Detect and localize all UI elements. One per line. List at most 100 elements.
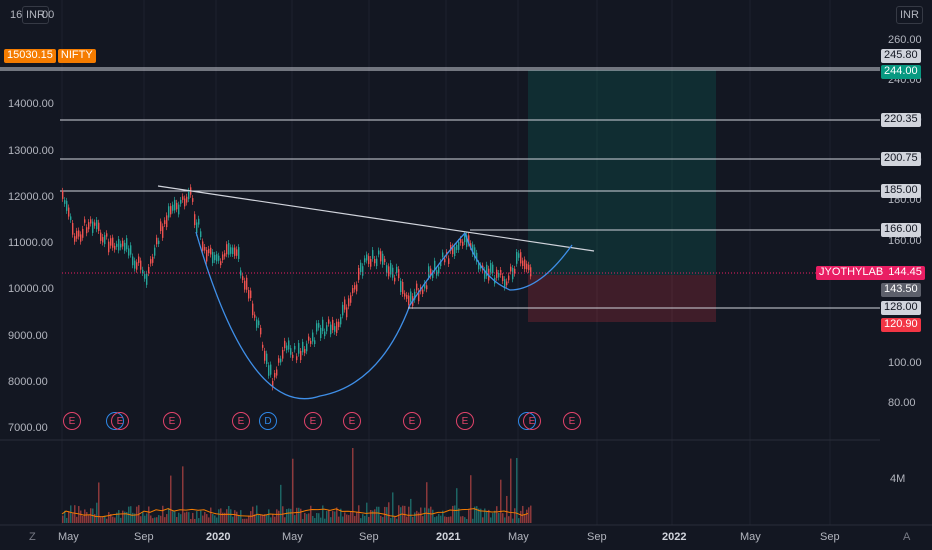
candle-body xyxy=(510,266,512,272)
zoom-button[interactable]: Z xyxy=(29,531,36,543)
level-label[interactable]: 128.00 xyxy=(881,301,921,315)
level-label[interactable]: 166.00 xyxy=(881,223,921,237)
candle-body xyxy=(354,285,356,290)
volume-bar xyxy=(522,505,524,523)
candle-body xyxy=(418,290,420,302)
candle-body xyxy=(456,244,458,250)
left-axis-partial-b: 00 xyxy=(42,9,55,21)
candle-body xyxy=(198,218,200,225)
earnings-marker[interactable]: E xyxy=(456,412,474,430)
volume-bar xyxy=(78,506,80,523)
candle-body xyxy=(250,290,252,299)
earnings-marker[interactable]: E xyxy=(523,412,541,430)
candle-body xyxy=(342,304,344,316)
currency-left[interactable]: INR xyxy=(22,6,49,24)
candle-body xyxy=(374,259,376,264)
volume-bar xyxy=(398,505,400,523)
candle-body xyxy=(98,222,100,231)
candle-body xyxy=(106,233,108,237)
volume-bar xyxy=(394,516,396,523)
volume-bar xyxy=(448,516,450,523)
candle-body xyxy=(102,237,104,243)
volume-bar xyxy=(480,508,482,523)
volume-bar xyxy=(152,518,154,523)
earnings-marker[interactable]: E xyxy=(63,412,81,430)
candle-body xyxy=(454,246,456,257)
symbol-badge[interactable]: JYOTHYLAB 144.45 xyxy=(816,266,925,280)
candle-body xyxy=(332,319,334,331)
volume-bar xyxy=(320,517,322,523)
candle-body xyxy=(464,234,466,243)
volume-bar xyxy=(422,516,424,523)
volume-bar xyxy=(486,511,488,523)
level-label[interactable]: 185.00 xyxy=(881,184,921,198)
volume-bar xyxy=(106,518,108,523)
level-label[interactable]: 200.75 xyxy=(881,152,921,166)
earnings-marker[interactable]: E xyxy=(232,412,250,430)
volume-bar xyxy=(454,505,456,523)
earnings-marker[interactable]: E xyxy=(111,412,129,430)
candle-body xyxy=(152,256,154,263)
volume-bar xyxy=(466,518,468,523)
candle-body xyxy=(400,280,402,293)
right-axis-tick: 160.00 xyxy=(888,235,922,247)
earnings-marker[interactable]: E xyxy=(343,412,361,430)
level-label[interactable]: 245.80 xyxy=(881,49,921,63)
dividend-marker[interactable]: D xyxy=(259,412,277,430)
volume-bar xyxy=(120,517,122,523)
volume-bar xyxy=(220,508,222,523)
candle-body xyxy=(520,252,522,264)
candle-body xyxy=(256,319,258,328)
volume-bar xyxy=(318,513,320,523)
currency-right[interactable]: INR xyxy=(896,6,923,24)
candle-body xyxy=(86,227,88,234)
level-label[interactable]: 120.90 xyxy=(881,318,921,332)
volume-bar xyxy=(370,509,372,523)
candle-body xyxy=(302,341,304,353)
candle-body xyxy=(160,221,162,232)
cup-curve[interactable] xyxy=(195,231,466,400)
earnings-marker[interactable]: E xyxy=(403,412,421,430)
candle-body xyxy=(336,321,338,334)
compare-badge[interactable]: 15030.15 NIFTY xyxy=(4,49,96,63)
candle-body xyxy=(114,245,116,250)
volume-bar xyxy=(216,517,218,523)
candle-body xyxy=(476,252,478,262)
volume-bar xyxy=(334,511,336,523)
level-label[interactable]: 244.00 xyxy=(881,65,921,79)
candle-body xyxy=(212,252,214,264)
candle-body xyxy=(318,323,320,328)
earnings-marker[interactable]: E xyxy=(563,412,581,430)
volume-bar xyxy=(340,508,342,523)
candle-body xyxy=(140,260,142,270)
volume-bar xyxy=(254,514,256,523)
volume-bar xyxy=(222,512,224,523)
candle-body xyxy=(444,258,446,263)
candle-body xyxy=(110,238,112,246)
candle-body xyxy=(528,264,530,271)
volume-bar xyxy=(196,511,198,523)
volume-bar xyxy=(258,514,260,523)
auto-scale-button[interactable]: A xyxy=(903,531,911,543)
volume-bar xyxy=(352,448,354,523)
volume-bar xyxy=(160,515,162,523)
resistance-trendline[interactable] xyxy=(157,185,595,252)
handle-curve[interactable] xyxy=(464,232,573,291)
earnings-marker[interactable]: E xyxy=(304,412,322,430)
candle-body xyxy=(142,269,144,274)
level-label[interactable]: 220.35 xyxy=(881,113,921,127)
candle-body xyxy=(394,277,396,282)
volume-bar xyxy=(412,516,414,523)
candle-body xyxy=(180,199,182,204)
candle-body xyxy=(226,244,228,255)
level-label[interactable]: 143.50 xyxy=(881,283,921,297)
candle-body xyxy=(516,252,518,264)
candle-body xyxy=(514,268,516,274)
candle-body xyxy=(404,293,406,297)
earnings-marker[interactable]: E xyxy=(163,412,181,430)
candle-body xyxy=(72,223,74,235)
volume-bar xyxy=(202,515,204,523)
volume-bar xyxy=(380,515,382,523)
volume-bar xyxy=(82,515,84,523)
